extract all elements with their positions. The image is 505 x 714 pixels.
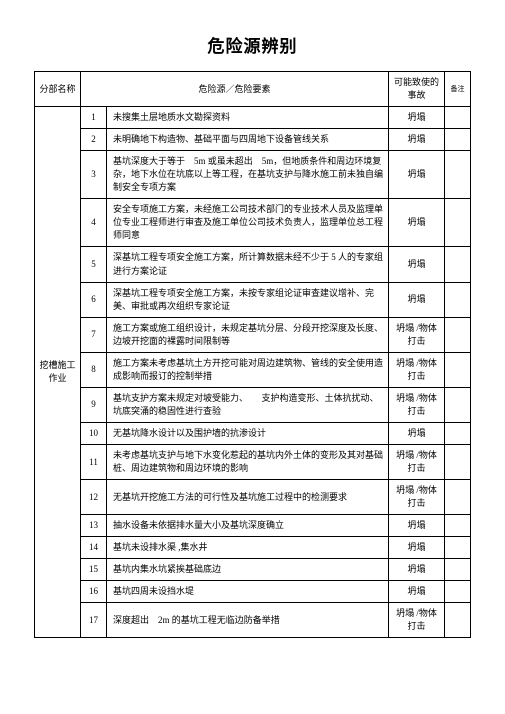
remark-cell <box>445 422 471 444</box>
effect-cell: 坍塌 <box>389 559 445 581</box>
hazard-cell: 施工方案未考虑基坑土方开挖可能对周边建筑物、管线的安全使用造成影响而报订的控制举… <box>107 352 389 387</box>
row-number: 9 <box>81 387 107 422</box>
hazard-cell: 安全专项施工方案，未经施工公司技术部门的专业技术人员及监理单位专业工程师进行审查… <box>107 199 389 247</box>
remark-cell <box>445 317 471 352</box>
table-row: 14基坑未设排水渠 ,集水井坍塌 <box>35 537 471 559</box>
row-number: 16 <box>81 581 107 603</box>
table-row: 11未考虑基坑支护与地下水变化惹起的基坑内外土体的变形及其对基础桩、周边建筑物和… <box>35 444 471 479</box>
remark-cell <box>445 581 471 603</box>
section-cell: 挖槽施工作业 <box>35 107 81 638</box>
effect-cell: 坍塌 <box>389 151 445 199</box>
header-section: 分部名称 <box>35 72 81 107</box>
header-hazard: 危险源／危险要素 <box>81 72 389 107</box>
table-row: 15基坑内集水坑紧挨基础底边坍塌 <box>35 559 471 581</box>
table-row: 挖槽施工作业1未搜集土层地质水文勘探资料坍塌 <box>35 107 471 129</box>
remark-cell <box>445 537 471 559</box>
effect-cell: 坍塌 <box>389 199 445 247</box>
row-number: 15 <box>81 559 107 581</box>
hazard-cell: 未考虑基坑支护与地下水变化惹起的基坑内外土体的变形及其对基础桩、周边建筑物和周边… <box>107 444 389 479</box>
remark-cell <box>445 107 471 129</box>
row-number: 6 <box>81 282 107 317</box>
remark-cell <box>445 151 471 199</box>
remark-cell <box>445 129 471 151</box>
table-header-row: 分部名称 危险源／危险要素 可能致使的事故 备注 <box>35 72 471 107</box>
row-number: 7 <box>81 317 107 352</box>
effect-cell: 坍塌 <box>389 107 445 129</box>
hazard-cell: 无基坑开挖施工方法的可行性及基坑施工过程中的检测要求 <box>107 480 389 515</box>
hazard-cell: 未搜集土层地质水文勘探资料 <box>107 107 389 129</box>
effect-cell: 坍塌 /物体打击 <box>389 444 445 479</box>
remark-cell <box>445 199 471 247</box>
row-number: 5 <box>81 247 107 282</box>
header-remark: 备注 <box>445 72 471 107</box>
remark-cell <box>445 480 471 515</box>
table-row: 2未明确地下构造物、基础平面与四周地下设备管线关系坍塌 <box>35 129 471 151</box>
effect-cell: 坍塌 <box>389 282 445 317</box>
hazard-table: 分部名称 危险源／危险要素 可能致使的事故 备注 挖槽施工作业1未搜集土层地质水… <box>34 71 471 638</box>
row-number: 11 <box>81 444 107 479</box>
row-number: 10 <box>81 422 107 444</box>
remark-cell <box>445 603 471 638</box>
table-row: 16基坑四周未设挡水堤坍塌 <box>35 581 471 603</box>
table-row: 7施工方案或施工组织设计，未规定基坑分层、分段开挖深度及长度、边坡开挖面的裸露时… <box>35 317 471 352</box>
row-number: 13 <box>81 515 107 537</box>
hazard-cell: 深度超出 2m 的基坑工程无临边防备举措 <box>107 603 389 638</box>
hazard-cell: 基坑四周未设挡水堤 <box>107 581 389 603</box>
remark-cell <box>445 559 471 581</box>
remark-cell <box>445 387 471 422</box>
hazard-cell: 基坑深度大于等于 5m 或虽未超出 5m，但地质条件和周边环境复杂，地下水位在坑… <box>107 151 389 199</box>
table-row: 8施工方案未考虑基坑土方开挖可能对周边建筑物、管线的安全使用造成影响而报订的控制… <box>35 352 471 387</box>
hazard-cell: 无基坑降水设计以及围护墙的抗渗设计 <box>107 422 389 444</box>
hazard-cell: 基坑内集水坑紧挨基础底边 <box>107 559 389 581</box>
row-number: 12 <box>81 480 107 515</box>
row-number: 3 <box>81 151 107 199</box>
hazard-cell: 未明确地下构造物、基础平面与四周地下设备管线关系 <box>107 129 389 151</box>
remark-cell <box>445 282 471 317</box>
effect-cell: 坍塌 <box>389 247 445 282</box>
row-number: 1 <box>81 107 107 129</box>
effect-cell: 坍塌 <box>389 515 445 537</box>
remark-cell <box>445 247 471 282</box>
row-number: 8 <box>81 352 107 387</box>
remark-cell <box>445 444 471 479</box>
table-row: 5深基坑工程专项安全施工方案，所计算数据未经不少于 5 人的专家组进行方案论证坍… <box>35 247 471 282</box>
table-row: 9基坑支护方案未规定对坡受能力、 支护构造变形、土体抗扰动、坑底突涌的稳固性进行… <box>35 387 471 422</box>
effect-cell: 坍塌 /物体打击 <box>389 603 445 638</box>
row-number: 2 <box>81 129 107 151</box>
effect-cell: 坍塌 <box>389 422 445 444</box>
row-number: 4 <box>81 199 107 247</box>
effect-cell: 坍塌 <box>389 537 445 559</box>
effect-cell: 坍塌 /物体打击 <box>389 317 445 352</box>
hazard-cell: 基坑支护方案未规定对坡受能力、 支护构造变形、土体抗扰动、坑底突涌的稳固性进行查… <box>107 387 389 422</box>
effect-cell: 坍塌 <box>389 581 445 603</box>
table-row: 17深度超出 2m 的基坑工程无临边防备举措坍塌 /物体打击 <box>35 603 471 638</box>
table-row: 10无基坑降水设计以及围护墙的抗渗设计坍塌 <box>35 422 471 444</box>
effect-cell: 坍塌 <box>389 129 445 151</box>
remark-cell <box>445 352 471 387</box>
table-row: 6深基坑工程专项安全施工方案，未按专家组论证审查建议增补、完美、审批或再次组织专… <box>35 282 471 317</box>
hazard-cell: 抽水设备未依据排水量大小及基坑深度确立 <box>107 515 389 537</box>
effect-cell: 坍塌 /物体打击 <box>389 480 445 515</box>
effect-cell: 坍塌 /物体打击 <box>389 387 445 422</box>
hazard-cell: 深基坑工程专项安全施工方案，所计算数据未经不少于 5 人的专家组进行方案论证 <box>107 247 389 282</box>
table-row: 12无基坑开挖施工方法的可行性及基坑施工过程中的检测要求坍塌 /物体打击 <box>35 480 471 515</box>
row-number: 14 <box>81 537 107 559</box>
header-effect: 可能致使的事故 <box>389 72 445 107</box>
hazard-cell: 施工方案或施工组织设计，未规定基坑分层、分段开挖深度及长度、边坡开挖面的裸露时间… <box>107 317 389 352</box>
table-row: 3基坑深度大于等于 5m 或虽未超出 5m，但地质条件和周边环境复杂，地下水位在… <box>35 151 471 199</box>
row-number: 17 <box>81 603 107 638</box>
table-row: 4安全专项施工方案，未经施工公司技术部门的专业技术人员及监理单位专业工程师进行审… <box>35 199 471 247</box>
page-title: 危险源辨别 <box>34 32 471 57</box>
effect-cell: 坍塌 /物体打击 <box>389 352 445 387</box>
hazard-cell: 深基坑工程专项安全施工方案，未按专家组论证审查建议增补、完美、审批或再次组织专家… <box>107 282 389 317</box>
remark-cell <box>445 515 471 537</box>
table-row: 13抽水设备未依据排水量大小及基坑深度确立坍塌 <box>35 515 471 537</box>
hazard-cell: 基坑未设排水渠 ,集水井 <box>107 537 389 559</box>
